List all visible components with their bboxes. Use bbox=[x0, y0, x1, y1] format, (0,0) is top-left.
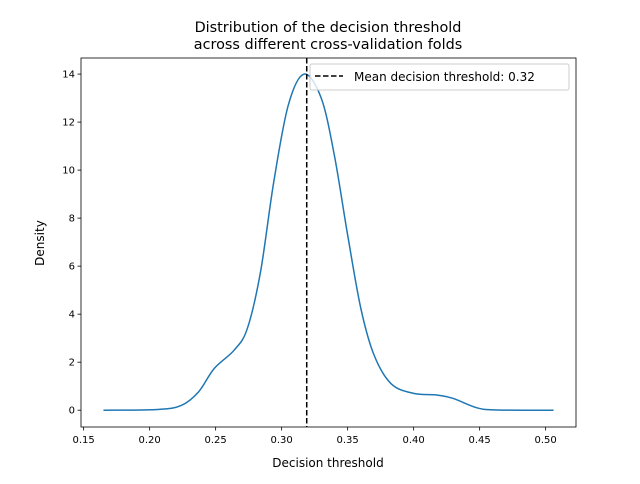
density-curve-0 bbox=[103, 73, 554, 411]
y-tick-label: 2 bbox=[69, 358, 75, 369]
x-tick-label: 0.20 bbox=[139, 435, 161, 446]
y-tick-label: 12 bbox=[62, 118, 75, 129]
x-tick-label: 0.40 bbox=[403, 435, 425, 446]
x-tick-label: 0.30 bbox=[271, 435, 293, 446]
x-tick-label: 0.35 bbox=[337, 435, 359, 446]
y-axis-label: Density bbox=[33, 220, 47, 266]
axes-frame bbox=[80, 57, 577, 428]
legend-box bbox=[309, 63, 570, 91]
y-tick-label: 6 bbox=[69, 262, 75, 273]
y-tick-label: 14 bbox=[62, 70, 75, 81]
x-tick-label: 0.50 bbox=[535, 435, 557, 446]
chart-title-line-1: Distribution of the decision threshold bbox=[195, 20, 462, 36]
y-tick-label: 4 bbox=[69, 310, 75, 321]
y-tick-label: 0 bbox=[69, 406, 75, 417]
x-tick-label: 0.25 bbox=[205, 435, 227, 446]
x-tick-label: 0.45 bbox=[469, 435, 491, 446]
legend-label: Mean decision threshold: 0.32 bbox=[354, 70, 535, 84]
chart-title-line-2: across different cross-validation folds bbox=[194, 37, 462, 53]
legend: Mean decision threshold: 0.32 bbox=[309, 63, 570, 91]
x-axis-label: Decision threshold bbox=[272, 456, 383, 470]
y-tick-label: 8 bbox=[69, 214, 75, 225]
x-tick-label: 0.15 bbox=[73, 435, 95, 446]
y-tick-label: 10 bbox=[62, 166, 75, 177]
